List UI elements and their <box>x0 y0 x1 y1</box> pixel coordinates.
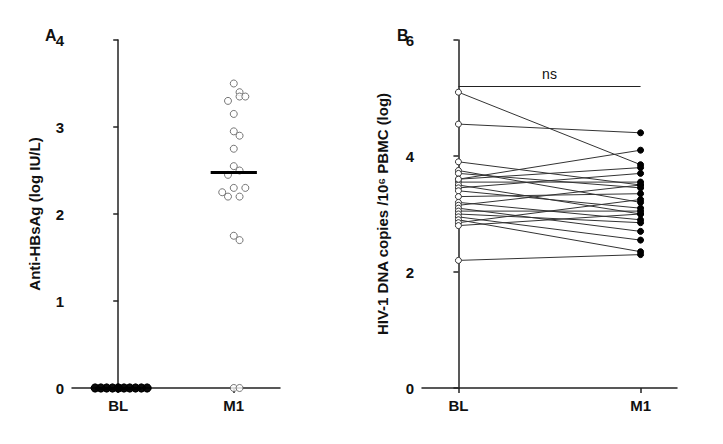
svg-text:Anti-HBsAg (log IU/L): Anti-HBsAg (log IU/L) <box>26 137 43 290</box>
svg-text:ns: ns <box>542 66 557 82</box>
svg-text:B: B <box>397 27 409 44</box>
svg-text:HIV-1 DNA copies /10⁶ PBMC (lo: HIV-1 DNA copies /10⁶ PBMC (log) <box>374 93 391 335</box>
svg-text:3: 3 <box>56 119 64 136</box>
svg-text:M1: M1 <box>630 397 651 414</box>
svg-text:6: 6 <box>405 31 414 49</box>
svg-text:2: 2 <box>406 264 414 281</box>
svg-text:0: 0 <box>56 380 64 397</box>
svg-text:4: 4 <box>406 148 415 165</box>
svg-text:4: 4 <box>56 32 65 49</box>
svg-text:A: A <box>45 27 57 44</box>
svg-text:2: 2 <box>56 206 64 223</box>
svg-text:BL: BL <box>108 397 128 414</box>
svg-text:BL: BL <box>448 397 468 414</box>
svg-text:1: 1 <box>56 293 64 310</box>
svg-text:M1: M1 <box>223 397 244 414</box>
svg-text:0: 0 <box>406 380 414 397</box>
